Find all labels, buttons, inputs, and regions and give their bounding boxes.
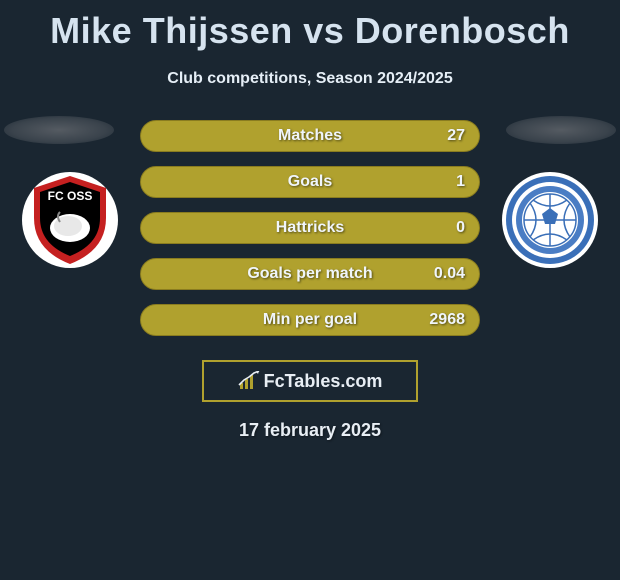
left-shadow-ellipse [4,116,114,144]
right-shadow-ellipse [506,116,616,144]
stat-row: Matches 27 [140,120,480,152]
chart-icon [238,371,260,391]
stat-label: Goals per match [247,265,372,283]
stat-row: Goals 1 [140,166,480,198]
stat-label: Goals [288,173,332,191]
stat-row: Min per goal 2968 [140,304,480,336]
stat-value: 0.04 [434,265,465,283]
stat-label: Hattricks [276,219,344,237]
stat-value: 27 [447,127,465,145]
crest-eindhoven-icon [500,170,600,270]
page-title: Mike Thijssen vs Dorenbosch [0,0,620,52]
crest-oss-icon: FC OSS [20,170,120,270]
stat-value: 1 [456,173,465,191]
stat-label: Min per goal [263,311,357,329]
stat-value: 2968 [429,311,465,329]
brand-text: FcTables.com [264,371,383,392]
subtitle: Club competitions, Season 2024/2025 [0,70,620,88]
stat-value: 0 [456,219,465,237]
stat-row: Goals per match 0.04 [140,258,480,290]
stats-list: Matches 27 Goals 1 Hattricks 0 Goals per… [140,120,480,336]
date-label: 17 february 2025 [0,420,620,441]
right-team-crest [500,170,600,270]
brand-badge: FcTables.com [202,360,418,402]
stat-label: Matches [278,127,342,145]
svg-text:FC OSS: FC OSS [48,189,93,203]
comparison-panel: FC OSS Matches 27 [0,120,620,441]
stat-row: Hattricks 0 [140,212,480,244]
left-team-crest: FC OSS [20,170,120,270]
